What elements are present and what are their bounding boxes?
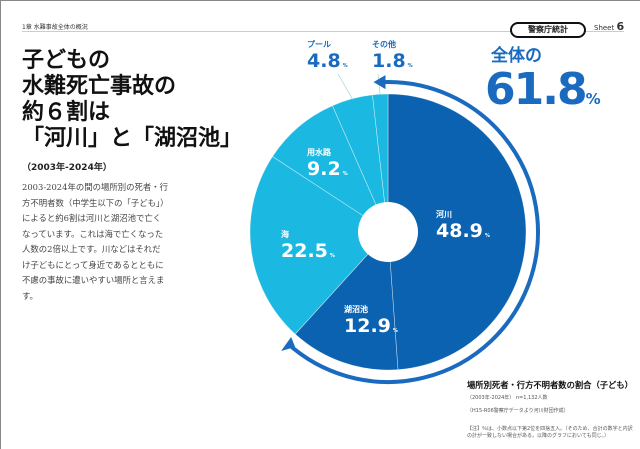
- arrow-head-top: [373, 75, 386, 90]
- unit-label: %: [329, 253, 335, 259]
- category-label: プール: [307, 40, 331, 49]
- unit-label: %: [484, 233, 490, 239]
- category-label: 湖沼池: [344, 305, 368, 314]
- pie-slice-5: [372, 93, 389, 233]
- value-label: 48.9: [436, 220, 483, 242]
- value-label: 12.9: [344, 315, 391, 337]
- value-label: 22.5: [281, 240, 328, 262]
- title-line: 水難死亡事故の: [22, 74, 177, 99]
- period-label: （2003年-2024年）: [22, 163, 112, 173]
- title-line: 「河川」と「湖沼池」: [22, 126, 243, 151]
- sheet-num: 6: [616, 20, 625, 33]
- page-title: 子どもの 水難死亡事故の 約６割は 「河川」と「湖沼池」: [22, 48, 242, 152]
- category-label: 用水路: [307, 148, 331, 157]
- caption-source: （H15-R06警察庁データより河川財団作成）: [467, 408, 569, 414]
- category-label: 海: [281, 230, 289, 239]
- unit-label: %: [392, 328, 398, 334]
- total-label: 全体の: [491, 46, 542, 66]
- caption-note: 【注】％は、小数点以下第2位を四捨五入。（そのため、合計の数字と内訳の計が一致し…: [467, 426, 633, 439]
- caption-period: （2003年-2024年） n=1,132人数: [467, 395, 548, 401]
- chapter-label: 1章 水難事故全体の概況: [22, 24, 88, 31]
- slice-label-1: 湖沼池 12.9%: [344, 305, 398, 337]
- total-callout: 全体の 61.8%: [485, 46, 601, 114]
- unit-label: %: [342, 63, 348, 69]
- slice-label-5: その他 1.8%: [372, 40, 413, 72]
- leader-line: [337, 73, 354, 101]
- sheet-label: Sheet: [594, 24, 615, 32]
- total-unit: %: [585, 90, 601, 108]
- value-label: 4.8: [307, 50, 341, 72]
- header-rule: [22, 31, 624, 32]
- arrow-head-bottom: [281, 337, 296, 352]
- body-text: 2003-2024年の間の場所別の死者・行方不明者数（中学生以下の「子ども」）に…: [22, 182, 168, 301]
- pie-slice-1: [294, 231, 399, 371]
- sheet-number: Sheet 6: [594, 20, 624, 33]
- value-label: 9.2: [307, 158, 341, 180]
- source-badge: 警察庁統計: [510, 22, 586, 38]
- pie-slice-2: [249, 156, 389, 335]
- slice-label-3: 用水路 9.2%: [307, 148, 348, 180]
- highlight-arc: [285, 80, 540, 384]
- title-line: 子どもの: [22, 48, 111, 73]
- unit-label: %: [407, 63, 413, 69]
- category-label: その他: [372, 40, 396, 49]
- unit-label: %: [342, 171, 348, 177]
- pie-slice-0: [387, 93, 527, 370]
- slice-label-0: 河川 48.9%: [436, 210, 490, 242]
- value-label: 1.8: [372, 50, 406, 72]
- slice-label-2: 海 22.5%: [281, 230, 335, 262]
- slice-label-4: プール 4.8%: [307, 40, 348, 72]
- donut-hole: [358, 202, 418, 262]
- title-line: 約６割は: [22, 100, 111, 125]
- chart-caption: 場所別死者・行方不明者数の割合（子ども）: [467, 380, 633, 390]
- category-label: 河川: [436, 210, 452, 219]
- total-value: 61.8: [485, 64, 588, 115]
- pie-slice-3: [272, 105, 389, 233]
